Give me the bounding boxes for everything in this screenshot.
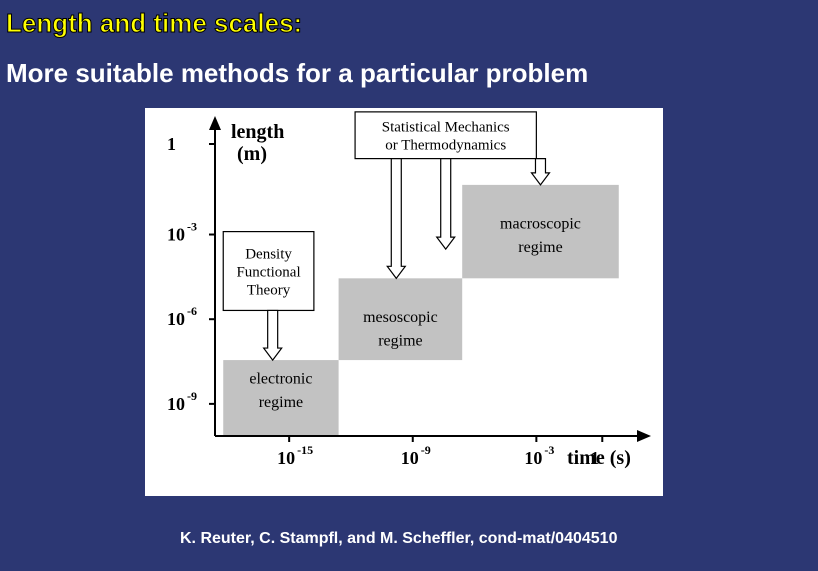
svg-text:(m): (m) bbox=[237, 143, 267, 165]
citation-text: K. Reuter, C. Stampfl, and M. Scheffler,… bbox=[180, 530, 617, 548]
arrow-down-icon bbox=[531, 159, 549, 185]
regime-label: electronic bbox=[249, 370, 312, 387]
x-tick-label: 10 bbox=[401, 448, 419, 468]
x-tick-label: 10 bbox=[277, 448, 295, 468]
arrow-down-icon bbox=[264, 310, 282, 360]
y-tick-label: 10 bbox=[167, 309, 185, 329]
y-tick-label: 10 bbox=[167, 225, 185, 245]
method-label: or Thermodynamics bbox=[385, 137, 506, 153]
svg-text:-9: -9 bbox=[421, 443, 431, 457]
x-tick-label: 1 bbox=[590, 448, 599, 468]
method-label: Functional bbox=[236, 264, 300, 280]
arrow-down-icon bbox=[437, 159, 455, 250]
regime-label: macroscopic bbox=[500, 216, 581, 233]
regime-label: mesoscopic bbox=[363, 309, 438, 326]
slide-subtitle: More suitable methods for a particular p… bbox=[6, 58, 588, 89]
slide-title: Length and time scales: bbox=[6, 8, 302, 39]
scales-chart-svg: length(m)time (s)110-310-610-910-1510-91… bbox=[145, 108, 663, 496]
y-axis-label: length bbox=[231, 121, 284, 143]
svg-text:regime: regime bbox=[518, 239, 562, 256]
method-label: Statistical Mechanics bbox=[382, 119, 510, 135]
method-label: Theory bbox=[247, 282, 291, 298]
svg-text:-3: -3 bbox=[544, 443, 554, 457]
method-label: Density bbox=[245, 246, 292, 262]
arrow-down-icon bbox=[387, 159, 405, 279]
y-tick-label: 1 bbox=[167, 134, 176, 154]
x-axis-arrow-icon bbox=[637, 430, 651, 442]
y-tick-label: 10 bbox=[167, 394, 185, 414]
svg-text:-6: -6 bbox=[187, 304, 197, 318]
svg-text:regime: regime bbox=[378, 332, 422, 349]
svg-text:-3: -3 bbox=[187, 220, 197, 234]
scales-chart: length(m)time (s)110-310-610-910-1510-91… bbox=[145, 108, 663, 496]
slide-root: Length and time scales: More suitable me… bbox=[0, 0, 818, 571]
y-axis-arrow-icon bbox=[209, 116, 221, 130]
svg-text:regime: regime bbox=[259, 394, 303, 411]
x-tick-label: 10 bbox=[524, 448, 542, 468]
svg-text:-15: -15 bbox=[297, 443, 313, 457]
svg-text:-9: -9 bbox=[187, 389, 197, 403]
